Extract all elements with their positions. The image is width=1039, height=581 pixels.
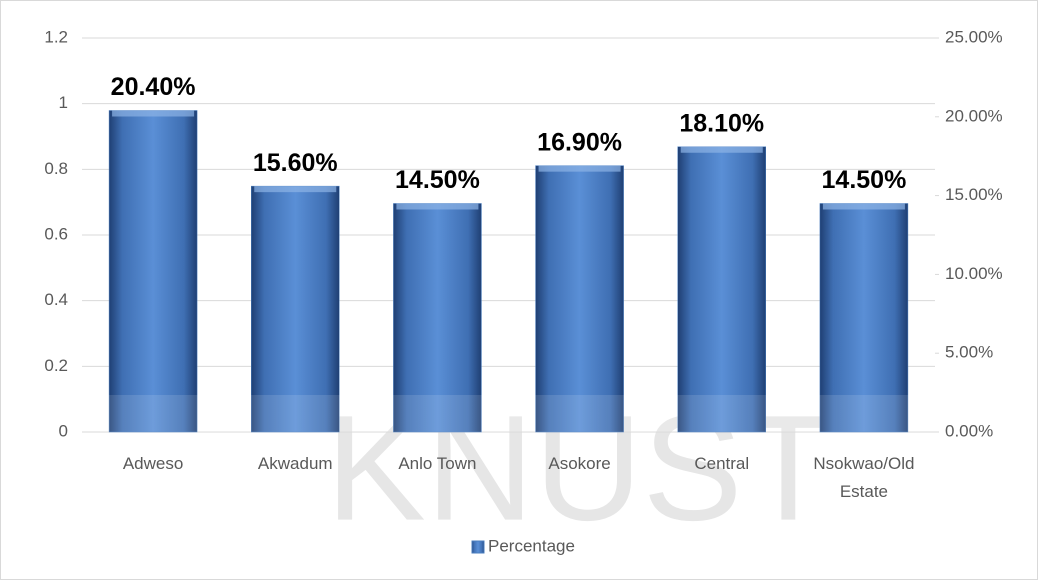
data-label: 14.50%: [822, 166, 907, 194]
bar-cap: [396, 203, 479, 210]
y2-tick-label: 20.00%: [945, 106, 1003, 125]
legend-swatch: [471, 540, 485, 554]
y2-tick-label: 5.00%: [945, 343, 993, 362]
x-tick-label: Asokore: [548, 454, 610, 473]
y2-tick-label: 0.00%: [945, 421, 993, 440]
y2-tick-label: 10.00%: [945, 264, 1003, 283]
x-tick-label: Akwadum: [258, 454, 333, 473]
x-tick-label: Adweso: [123, 454, 183, 473]
y-tick-label: 0.6: [44, 224, 68, 243]
data-label: 18.10%: [679, 109, 764, 137]
bar-cap: [254, 186, 337, 193]
y2-tick-label: 15.00%: [945, 185, 1003, 204]
y-tick-label: 1.2: [44, 27, 68, 46]
data-label: 20.40%: [111, 73, 196, 101]
data-label: 16.90%: [537, 128, 622, 156]
x-tick-label: Anlo Town: [398, 454, 476, 473]
data-label: 15.60%: [253, 149, 338, 177]
legend-label: Percentage: [488, 536, 575, 555]
bar: [393, 203, 482, 433]
y-tick-label: 0.4: [44, 290, 68, 309]
bar: [108, 110, 198, 433]
bar-cap: [822, 203, 905, 210]
y2-tick-label: 25.00%: [945, 27, 1003, 46]
data-label: 14.50%: [395, 166, 480, 194]
bar: [535, 165, 624, 433]
bar-cap: [538, 165, 621, 172]
bar-cap: [680, 146, 763, 153]
bar: [819, 203, 909, 433]
y-tick-label: 0.2: [44, 356, 68, 375]
bar: [677, 146, 766, 433]
y-tick-label: 1: [59, 93, 68, 112]
y-tick-label: 0: [59, 421, 68, 440]
x-tick-label: Central: [694, 454, 749, 473]
x-tick-label: Nsokwao/Old Estate: [813, 454, 914, 501]
bar: [251, 185, 340, 433]
bar-cap: [112, 110, 195, 117]
watermark-band: [100, 395, 920, 432]
y-tick-label: 0.8: [44, 159, 68, 178]
